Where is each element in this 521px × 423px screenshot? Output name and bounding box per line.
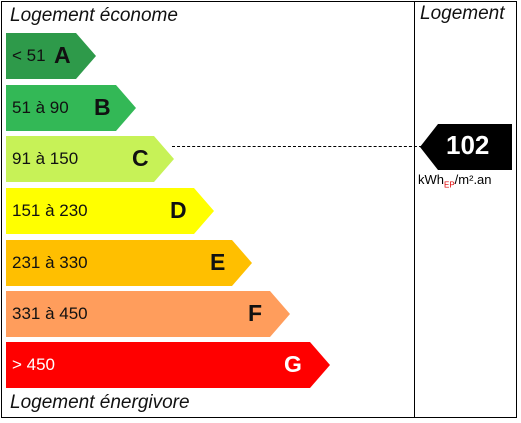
rating-arrow-shape (420, 124, 512, 170)
energy-class-letter: A (54, 42, 71, 68)
label-frame (1, 1, 517, 418)
energy-class-letter: G (284, 351, 302, 377)
energy-class-range: 51 à 90 (12, 98, 69, 117)
energy-class-e: 231 à 330 E (6, 240, 252, 286)
unit-tail: /m².an (454, 172, 492, 187)
inefficient-caption: Logement énergivore (10, 392, 190, 413)
energy-class-f-arrow (6, 291, 290, 337)
energy-class-range: 331 à 450 (12, 304, 88, 323)
efficient-caption: Logement économe (10, 5, 178, 26)
energy-class-c: 91 à 150 C (6, 136, 174, 182)
energy-class-g: > 450 G (6, 342, 330, 388)
rating-pointer-line (172, 146, 422, 147)
energy-class-range: 91 à 150 (12, 149, 79, 168)
rating-value: 102 (446, 130, 490, 160)
energy-class-letter: C (132, 145, 149, 171)
energy-class-d-arrow (6, 188, 214, 234)
energy-class-d: 151 à 230 D (6, 188, 214, 234)
energy-class-range: < 51 (12, 46, 46, 65)
unit-subscript: EP (444, 180, 455, 190)
energy-class-range: 231 à 330 (12, 253, 88, 272)
energy-class-letter: E (210, 249, 226, 275)
rating-marker: 102 (420, 124, 512, 170)
energy-class-e-arrow (6, 240, 252, 286)
energy-class-f: 331 à 450 F (6, 291, 290, 337)
energy-class-letter: F (248, 300, 263, 326)
energy-class-g-arrow (6, 342, 330, 388)
energy-class-c-arrow (6, 136, 174, 182)
energy-class-range: 151 à 230 (12, 201, 88, 220)
rating-unit: kWhEP/m².an (418, 172, 492, 190)
energy-class-range: > 450 (12, 355, 56, 374)
energy-class-letter: D (170, 197, 187, 223)
energy-class-a-arrow (6, 33, 96, 79)
energy-class-b-arrow (6, 85, 136, 131)
energy-class-a: < 51 A (6, 33, 96, 79)
energy-class-b: 51 à 90 B (6, 85, 136, 131)
dwelling-column-title: Logement (420, 3, 505, 24)
energy-class-letter: B (94, 94, 111, 120)
unit-main: kWh (418, 172, 444, 187)
column-divider (414, 1, 415, 418)
